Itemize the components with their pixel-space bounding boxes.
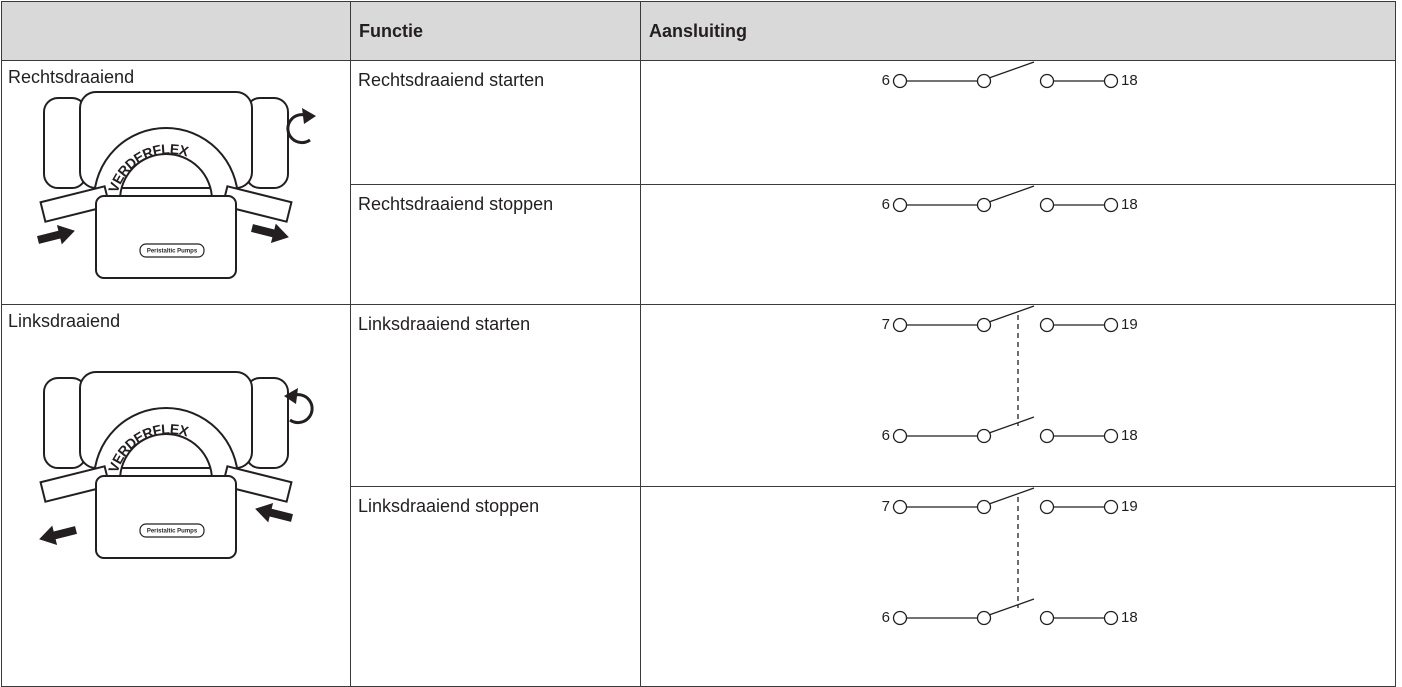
switch [988,185,1035,203]
function-cell: Linksdraaiend starten [350,304,641,487]
terminal [1103,428,1119,444]
terminal-label: 6 [882,427,890,444]
flow-arrow [251,223,289,244]
switch [988,416,1035,434]
terminal [1103,197,1119,213]
direction-cell: Linksdraaiend Peristaltic Pumps VERDERFLE… [1,304,351,687]
terminal [1039,610,1055,626]
terminal-label: 18 [1121,72,1138,89]
terminal-label: 19 [1121,498,1138,515]
rotation-arc [286,113,311,145]
function-name: Linksdraaiend stoppen [358,496,540,516]
terminal [1039,317,1055,333]
circuit: 6 18 [882,61,1138,89]
terminal [1039,428,1055,444]
connection-cell: 7 19 6 18 [640,304,1396,487]
terminal-label: 18 [1121,427,1138,444]
pump-caption: Peristaltic Pumps [147,249,198,255]
terminal [892,610,908,626]
terminal [1103,610,1119,626]
badge [139,523,205,538]
terminal-label: 6 [882,196,890,213]
function-name: Rechtsdraaiend stoppen [358,194,554,214]
terminal [976,610,992,626]
terminal [1103,499,1119,515]
pump-caption: Peristaltic Pumps [147,529,198,535]
terminal-label: 6 [882,72,890,89]
terminal [976,317,992,333]
terminal-label: 18 [1121,609,1138,626]
badge [139,243,205,258]
circuit: 7 19 6 18 [882,305,1138,444]
terminal [976,499,992,515]
rotation-arc [289,393,314,425]
flow-arrow [39,525,77,546]
terminal [976,428,992,444]
terminal [1039,499,1055,515]
rotation-head [284,388,298,404]
terminal [976,197,992,213]
connection-cell: 6 18 [640,184,1396,305]
switch [988,598,1035,616]
terminal [892,499,908,515]
flow-arrow [255,502,293,523]
front-cover [95,475,237,559]
terminal-label: 6 [882,609,890,626]
function-name: Rechtsdraaiend starten [358,70,545,90]
terminal [892,317,908,333]
direction-cell: Rechtsdraaiend Peristaltic Pumps VERDERFL… [1,60,351,305]
rotation-arrow [286,108,316,145]
function-cell: Linksdraaiend stoppen [350,486,641,687]
switch [988,305,1035,323]
flow-arrow [37,224,75,245]
circuit: 7 19 6 18 [882,487,1138,626]
header-row: Functie Aansluiting [1,1,1396,61]
function-cell: Rechtsdraaiend stoppen [350,184,641,305]
circuit: 6 18 [882,185,1138,213]
rotation-head [302,108,316,124]
terminal [1039,197,1055,213]
connection-cell: 6 18 [640,60,1396,185]
function-name: Linksdraaiend starten [358,314,531,334]
terminal [892,428,908,444]
terminal [1103,317,1119,333]
terminal-label: 19 [1121,316,1138,333]
header-cell: Functie [350,1,641,61]
terminal-label: 18 [1121,196,1138,213]
connection-cell: 7 19 6 18 [640,486,1396,687]
terminal [892,197,908,213]
direction-label: Rechtsdraaiend [8,67,135,87]
terminal [892,73,908,89]
front-cover [95,195,237,279]
terminal [1039,73,1055,89]
direction-label: Linksdraaiend [8,311,121,331]
terminal-label: 7 [882,498,890,515]
function-cell: Rechtsdraaiend starten [350,60,641,185]
terminal [1103,73,1119,89]
rotation-arrow [284,388,314,425]
terminal [976,73,992,89]
switch [988,487,1035,505]
terminal-label: 7 [882,316,890,333]
header-cell: Aansluiting [640,1,1396,61]
header-cell [1,1,351,61]
switch [988,61,1035,79]
